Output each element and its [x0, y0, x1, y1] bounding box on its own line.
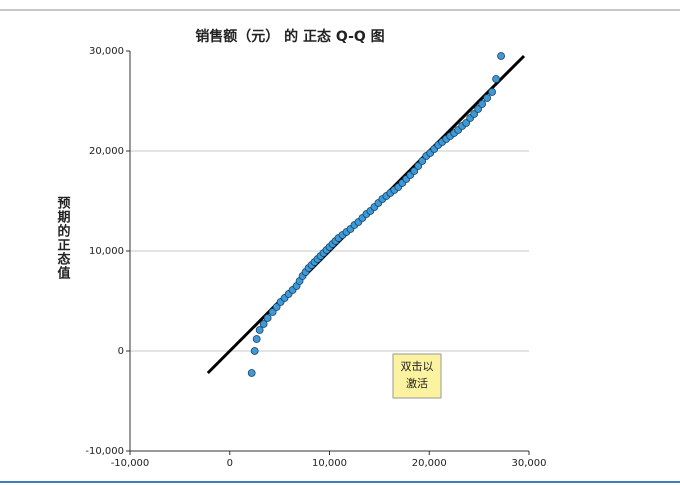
- point: [268, 308, 277, 316]
- x-tick-label: 0: [227, 458, 233, 469]
- point: [272, 303, 281, 311]
- point: [478, 100, 487, 108]
- point: [483, 94, 492, 102]
- x-tick-label: -10,000: [111, 458, 150, 469]
- point: [462, 119, 471, 127]
- point: [247, 369, 256, 377]
- y-axis-label: 预期的正态值: [55, 196, 71, 280]
- chart-title: 销售额（元） 的 正态 Q-Q 图: [195, 28, 384, 45]
- point: [410, 167, 419, 175]
- point: [418, 157, 427, 165]
- point: [263, 314, 272, 322]
- point: [492, 75, 500, 83]
- point: [255, 326, 264, 334]
- x-tick-label: 20,000: [412, 458, 447, 469]
- point: [259, 320, 268, 328]
- point: [470, 110, 479, 118]
- annotation[interactable]: 双击以激活: [401, 360, 434, 390]
- y-tick-label: 0: [118, 346, 124, 357]
- point: [488, 88, 496, 96]
- y-tick-label: 30,000: [89, 46, 124, 57]
- point: [252, 335, 261, 343]
- point: [250, 347, 259, 355]
- y-tick-label: 20,000: [89, 146, 124, 157]
- y-tick-label: -10,000: [85, 446, 124, 457]
- x-tick-label: 10,000: [312, 458, 347, 469]
- y-tick-label: 10,000: [89, 246, 124, 257]
- activate-box[interactable]: [392, 353, 442, 399]
- x-tick-label: 30,000: [512, 458, 547, 469]
- point: [497, 52, 505, 60]
- point: [414, 162, 423, 170]
- point: [474, 105, 483, 113]
